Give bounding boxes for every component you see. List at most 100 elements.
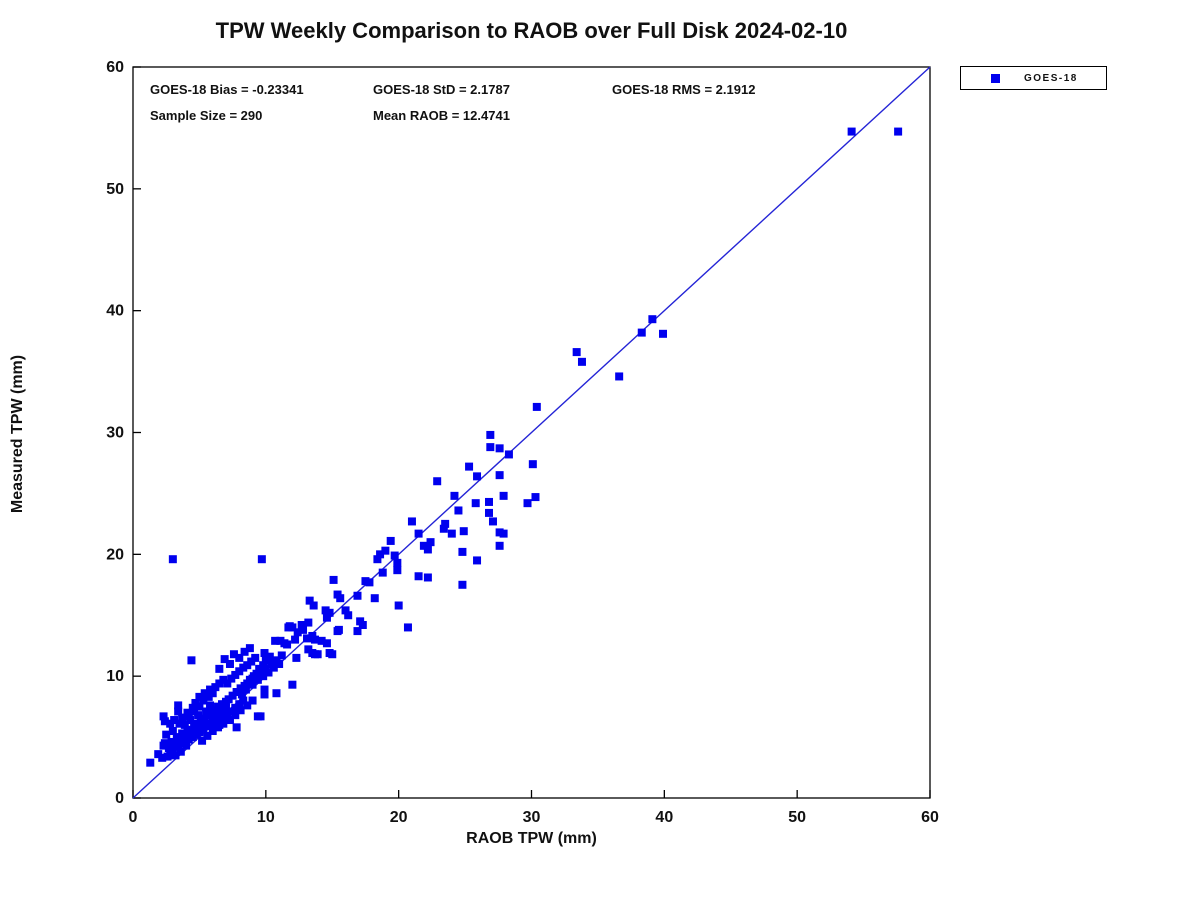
data-point <box>168 726 177 735</box>
data-point <box>219 719 228 728</box>
data-point <box>195 702 204 711</box>
data-point <box>225 716 234 725</box>
y-tick-label: 10 <box>106 668 124 685</box>
data-point <box>235 653 244 662</box>
data-point <box>376 550 385 559</box>
x-tick-label: 40 <box>655 809 673 826</box>
data-point <box>373 555 382 564</box>
data-point <box>894 127 903 136</box>
x-tick-label: 20 <box>390 809 408 826</box>
data-point <box>303 634 312 643</box>
data-point <box>484 497 493 506</box>
data-point <box>160 739 169 748</box>
data-point <box>329 575 338 584</box>
stat-std: GOES-18 StD = 2.1787 <box>373 82 510 97</box>
data-point <box>305 596 314 605</box>
data-point <box>190 707 199 716</box>
data-point <box>175 719 184 728</box>
data-point <box>260 685 269 694</box>
data-point <box>310 650 319 659</box>
data-point <box>237 690 246 699</box>
data-point <box>225 659 234 668</box>
data-point <box>168 746 177 755</box>
data-point <box>292 653 301 662</box>
data-point <box>180 720 189 729</box>
data-point <box>577 357 586 366</box>
data-point <box>648 315 657 324</box>
data-point <box>450 491 459 500</box>
data-point <box>325 608 334 617</box>
data-point <box>277 651 286 660</box>
data-point <box>243 701 252 710</box>
data-point <box>499 491 508 500</box>
data-point <box>214 723 223 732</box>
data-point <box>454 506 463 515</box>
data-point <box>293 628 302 637</box>
data-point <box>170 716 179 725</box>
data-point <box>184 712 193 721</box>
y-tick-label: 40 <box>106 303 124 320</box>
legend-series-label: GOES-18 <box>1024 72 1078 84</box>
data-point <box>341 606 350 615</box>
data-point <box>176 747 185 756</box>
data-point <box>174 701 183 710</box>
data-point <box>280 639 289 648</box>
data-point <box>426 538 435 547</box>
data-point <box>206 685 215 694</box>
data-point <box>495 471 504 480</box>
data-point <box>260 649 269 658</box>
data-point <box>168 555 177 564</box>
data-point <box>486 443 495 452</box>
data-point <box>473 472 482 481</box>
x-axis-label: RAOB TPW (mm) <box>466 830 597 847</box>
data-point <box>297 620 306 629</box>
data-point <box>216 705 225 714</box>
data-point <box>637 328 646 337</box>
data-point <box>174 707 183 716</box>
data-point <box>459 527 468 536</box>
data-point <box>248 696 257 705</box>
data-point <box>441 519 450 528</box>
data-point <box>232 723 241 732</box>
data-point <box>473 556 482 565</box>
data-point <box>271 636 280 645</box>
x-tick-label: 60 <box>921 809 939 826</box>
data-point <box>206 701 215 710</box>
data-point <box>231 711 240 720</box>
data-point <box>275 659 284 668</box>
data-point <box>198 736 207 745</box>
data-point <box>259 672 268 681</box>
data-point <box>433 477 442 486</box>
data-point <box>532 402 541 411</box>
data-point <box>291 635 300 644</box>
data-point <box>174 742 183 751</box>
data-point <box>495 541 504 550</box>
data-point <box>160 717 169 726</box>
data-point <box>245 644 254 653</box>
data-point <box>439 524 448 533</box>
data-point <box>390 551 399 560</box>
data-point <box>260 690 269 699</box>
data-point <box>253 675 262 684</box>
data-point <box>353 591 362 600</box>
data-point <box>203 731 212 740</box>
stat-bias: GOES-18 Bias = -0.23341 <box>150 82 304 97</box>
data-point <box>847 127 856 136</box>
data-point <box>471 499 480 508</box>
data-point <box>158 753 167 762</box>
data-point <box>269 663 278 672</box>
data-point <box>317 636 326 645</box>
data-point <box>495 444 504 453</box>
data-point <box>528 460 537 469</box>
data-point <box>344 611 353 620</box>
x-tick-label: 10 <box>257 809 275 826</box>
data-point <box>229 650 238 659</box>
data-point <box>299 625 308 634</box>
data-point <box>336 594 345 603</box>
x-tick-label: 50 <box>788 809 806 826</box>
y-tick-label: 50 <box>106 181 124 198</box>
data-point <box>146 758 155 767</box>
data-point <box>458 580 467 589</box>
data-point <box>615 372 624 381</box>
